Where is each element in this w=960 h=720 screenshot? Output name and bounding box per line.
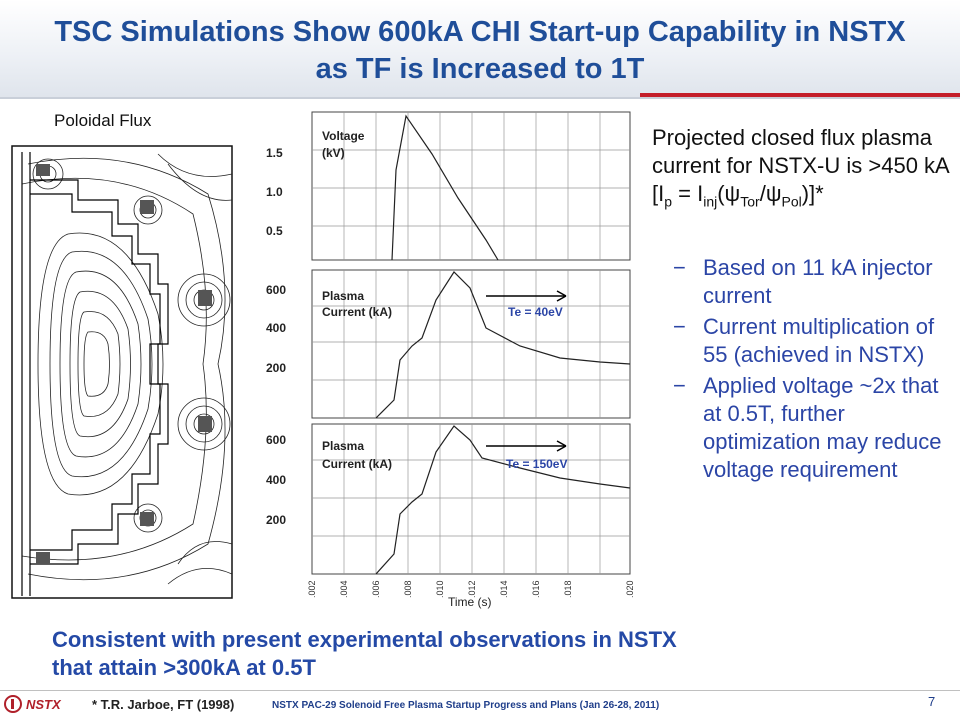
bullet-marker: − [673,314,686,339]
conclusion-line-2: that attain >300kA at 0.5T [52,655,316,680]
current2-annotation: Te = 150eV [506,457,568,471]
projection-paragraph: Projected closed flux plasma current for… [652,124,952,215]
flux-label: Poloidal Flux [54,111,152,130]
x-tick-7: .014 [499,580,509,598]
current1-label-1: Plasma [322,289,364,303]
sub-pol: Pol [781,193,802,210]
flux-contours [21,153,233,585]
current1-ytick-3: 200 [266,361,286,375]
x-tick-3: .006 [371,580,381,598]
current2-ytick-2: 400 [266,473,286,487]
x-tick-1: .002 [307,580,317,598]
projection-text-1: Projected closed flux plasma current for… [652,125,949,206]
slide-title: TSC Simulations Show 600kA CHI Start-up … [20,14,940,88]
current1-trace [375,271,631,419]
title-bar [0,0,960,98]
bullet-marker: − [673,373,686,398]
x-axis-label: Time (s) [448,595,492,609]
bullet-text: Applied voltage ~2x that at 0.5T, furthe… [703,373,942,482]
title-line-2: as TF is Increased to 1T [315,53,645,85]
x-tick-10: .020 [625,580,635,598]
page-number: 7 [928,694,936,709]
poloidal-flux-figure: Poloidal Flux [8,104,236,602]
current2-label-1: Plasma [322,439,364,453]
current1-frame [311,269,631,419]
bullet-marker: − [673,255,686,280]
footnote: * T.R. Jarboe, FT (1998) [92,697,235,712]
x-tick-labels: .002 .004 .006 .008 .010 .012 .014 .016 … [307,580,635,598]
poloidal-flux-svg: Poloidal Flux [11,111,233,599]
projection-text-5: )]* [801,181,824,206]
conclusion-line-1: Consistent with present experimental obs… [52,627,677,652]
bullet-item: − Current multiplication of 55 (achieved … [660,313,960,369]
x-tick-5: .010 [435,580,445,598]
current2-grid [312,424,630,574]
footer-divider [0,690,960,691]
title-line-1: TSC Simulations Show 600kA CHI Start-up … [54,16,906,48]
bullet-item: − Applied voltage ~2x that at 0.5T, furth… [660,372,960,484]
nstx-logo-text: NSTX [26,696,61,712]
current2-label-2: Current (kA) [322,457,392,471]
coil-blocks [36,164,212,564]
sub-p: p [664,193,673,210]
title-divider [0,97,960,99]
bullet-list: − Based on 11 kA injector current − Curren… [660,254,960,487]
voltage-ytick-1: 1.5 [266,146,283,160]
voltage-label-2: (kV) [322,146,345,160]
current1-ytick-2: 400 [266,321,286,335]
x-tick-2: .004 [339,580,349,598]
current2-ytick-1: 600 [266,433,286,447]
x-tick-4: .008 [403,580,413,598]
nstx-logo-icon [4,695,22,713]
sub-inj: inj [703,193,718,210]
x-tick-6: .012 [467,580,477,598]
current2-frame [311,423,631,575]
current2-ytick-3: 200 [266,513,286,527]
x-tick-8: .016 [531,580,541,598]
projection-text-4: /ψ [759,181,782,206]
accent-bar [640,93,960,97]
bullet-text: Current multiplication of 55 (achieved i… [703,314,935,367]
voltage-frame [311,111,631,261]
current1-grid [312,270,630,418]
sub-tor: Tor [740,193,760,210]
nstx-logo: NSTX [4,694,61,714]
current1-ytick-1: 600 [266,283,286,297]
time-trace-svg: 1.5 1.0 0.5 Voltage (kV) 600 400 200 Pla… [266,111,635,609]
bullet-item: − Based on 11 kA injector current [660,254,960,310]
current1-arrowhead [556,290,567,302]
voltage-trace [391,114,499,261]
voltage-label-1: Voltage [322,129,365,143]
footer-caption: NSTX PAC-29 Solenoid Free Plasma Startup… [272,700,660,711]
projection-text-3: (ψ [717,181,741,206]
voltage-ytick-3: 0.5 [266,224,283,238]
current2-trace [375,425,631,575]
projection-text-2: = I [672,181,704,206]
current1-label-2: Current (kA) [322,305,392,319]
voltage-ytick-2: 1.0 [266,185,283,199]
current2-arrowhead [556,440,567,452]
x-tick-9: .018 [563,580,573,598]
time-trace-plots: 1.5 1.0 0.5 Voltage (kV) 600 400 200 Pla… [260,110,646,610]
bullet-text: Based on 11 kA injector current [703,255,933,308]
current1-annotation: Te = 40eV [508,305,563,319]
conclusion-text: Consistent with present experimental obs… [52,626,912,682]
voltage-grid [312,112,630,260]
vessel-wall [21,152,169,596]
flux-frame [11,145,233,599]
